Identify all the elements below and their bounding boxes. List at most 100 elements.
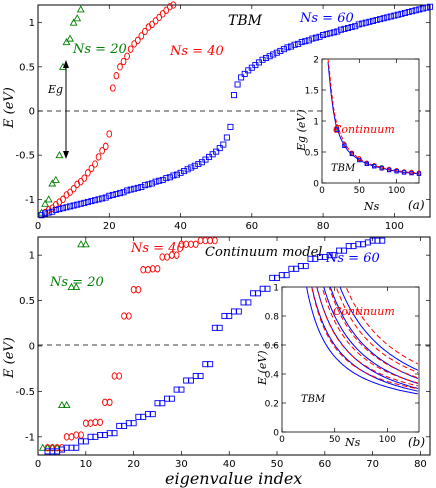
data-point-square xyxy=(92,197,99,204)
data-point-square xyxy=(187,377,194,384)
data-point-square xyxy=(412,7,419,14)
inset-b-tbm-curve xyxy=(329,287,419,379)
inset-b-ylabel: E (eV) xyxy=(256,350,269,386)
data-point-circle xyxy=(102,142,109,150)
legend-ns60-b: Ns = 60 xyxy=(325,251,380,266)
data-point-circle xyxy=(60,195,66,203)
y-tick-label: 0.4 xyxy=(265,371,280,381)
inset-a-point xyxy=(372,164,377,169)
data-point-square xyxy=(38,212,45,219)
data-point-circle xyxy=(121,312,127,320)
data-point-square xyxy=(305,37,312,44)
x-tick-label: 0 xyxy=(319,186,325,196)
data-point-square xyxy=(283,272,290,279)
data-point-square xyxy=(277,47,284,54)
data-point-circle xyxy=(167,3,173,11)
data-point-square xyxy=(345,24,352,31)
data-point-square xyxy=(419,5,426,12)
x-tick-label: 100 xyxy=(385,221,404,232)
data-point-square xyxy=(309,35,316,42)
data-point-circle xyxy=(192,240,199,248)
data-point-circle xyxy=(159,10,166,18)
x-axis-label: eigenvalue index xyxy=(165,469,302,488)
data-point-circle xyxy=(87,419,94,427)
data-point-square xyxy=(52,206,59,213)
data-point-square xyxy=(109,191,116,198)
x-tick-label: 20 xyxy=(127,459,140,470)
data-point-square xyxy=(227,123,234,130)
data-point-square xyxy=(156,177,163,184)
data-point-square xyxy=(330,29,337,36)
data-point-square xyxy=(394,11,401,18)
data-point-square xyxy=(88,198,95,205)
inset-a-point xyxy=(401,170,407,175)
data-point-square xyxy=(127,186,134,193)
data-point-circle xyxy=(67,188,73,196)
data-point-circle xyxy=(188,240,194,248)
data-point-square xyxy=(197,372,204,379)
data-point-triangle xyxy=(48,179,57,187)
panel-b-marks xyxy=(38,236,386,455)
data-point-square xyxy=(359,20,366,27)
data-point-triangle xyxy=(62,37,71,46)
inset-a-tbm-label: TBM xyxy=(331,163,356,174)
legend-ns40-a: Ns = 40 xyxy=(169,44,224,59)
data-point-circle xyxy=(106,130,113,138)
legend-ns40-b: Ns = 40 xyxy=(130,241,185,256)
data-point-circle xyxy=(163,6,170,14)
data-point-circle xyxy=(130,286,137,294)
data-point-circle xyxy=(68,433,75,441)
data-point-circle xyxy=(77,178,84,186)
data-point-square xyxy=(166,174,173,181)
data-point-circle xyxy=(85,169,91,177)
panel-b-ylabel: E (eV) xyxy=(2,337,17,379)
data-point-circle xyxy=(78,431,84,439)
y-tick-label: 0 xyxy=(29,107,35,118)
data-point-square xyxy=(130,420,137,427)
inset-b-ticks: 0 50 100 0 0.2 0.4 0.6 0.8 1 xyxy=(265,284,419,445)
data-point-square xyxy=(295,40,302,47)
panel-a-marks xyxy=(37,1,434,219)
panel-a-title: TBM xyxy=(228,13,263,29)
data-point-triangle xyxy=(76,5,85,13)
y-tick-label: 0.5 xyxy=(19,62,35,73)
y-tick-label: -0.5 xyxy=(15,151,35,162)
data-point-square xyxy=(70,202,77,209)
inset-b-tbm-curve xyxy=(306,287,418,395)
data-point-square xyxy=(379,237,386,244)
data-point-circle xyxy=(120,57,127,66)
y-tick-label: -1 xyxy=(25,432,35,443)
inset-b-continuum-label: Continuum xyxy=(333,305,395,318)
y-tick-label: 1 xyxy=(29,251,35,262)
data-point-square xyxy=(254,290,261,297)
inset-a-marks xyxy=(327,58,422,176)
data-point-square xyxy=(106,192,113,199)
inset-a-point xyxy=(334,124,340,130)
data-point-square xyxy=(95,196,102,203)
data-point-circle xyxy=(116,372,123,380)
x-tick-label: 40 xyxy=(223,459,236,470)
y-tick-label: 0.5 xyxy=(305,149,319,159)
inset-a-xlabel: Ns xyxy=(363,200,380,213)
data-point-circle xyxy=(109,84,116,92)
inset-b-tbm-curve xyxy=(323,287,419,384)
x-tick-label: 20 xyxy=(103,221,116,232)
data-point-square xyxy=(235,308,242,315)
data-point-square xyxy=(280,46,287,53)
data-point-square xyxy=(149,411,156,418)
data-point-square xyxy=(173,171,180,178)
data-point-square xyxy=(291,41,298,48)
data-point-square xyxy=(405,9,412,16)
data-point-circle xyxy=(138,32,145,40)
data-point-circle xyxy=(88,164,95,173)
data-point-square xyxy=(77,200,84,207)
inset-a-ylabel: Eg (eV) xyxy=(295,109,308,152)
y-tick-label: -1 xyxy=(25,195,35,206)
data-point-square xyxy=(270,51,277,58)
data-point-triangle xyxy=(38,443,47,451)
data-point-square xyxy=(302,263,309,270)
data-point-square xyxy=(168,395,175,402)
data-point-square xyxy=(352,23,359,30)
data-point-square xyxy=(331,252,338,259)
